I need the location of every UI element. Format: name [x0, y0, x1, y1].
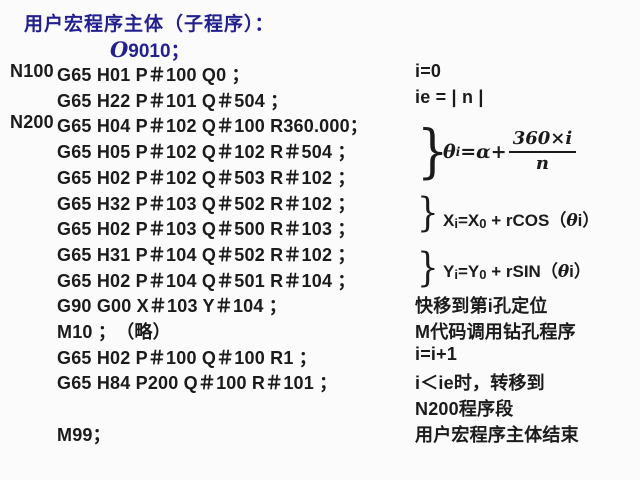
- code-row: G65 H02 P＃103 Q＃500 R＃103 ；: [0, 215, 640, 241]
- x-mid: =X: [457, 211, 480, 230]
- code-row: G65 H02 P＃102 Q＃503 R＃102 ；: [0, 164, 640, 190]
- code-text: G65 H04 P＃102 Q＃100 R360.000；: [57, 116, 368, 136]
- group-brace-y: }: [417, 245, 439, 291]
- code-text: G65 H02 P＃100 Q＃100 R1 ；: [57, 348, 317, 368]
- code-row: G90 G00 X＃103 Y＃104 ； 快移到第i孔定位: [0, 292, 640, 318]
- code-row: M99； 用户宏程序主体结束: [0, 421, 640, 447]
- code-row: G65 H31 P＃104 Q＃502 R＃102 ；: [0, 241, 640, 267]
- annotation-text: i=i+1: [415, 344, 458, 364]
- page-title: 用户宏程序主体（子程序）：: [24, 14, 275, 35]
- annotation-text: M代码调用钻孔程序: [415, 322, 576, 342]
- x-coordinate-formula: Xi=X0 + rCOS（θi）: [443, 206, 599, 231]
- code-text: G65 H02 P＃103 Q＃500 R＃103 ；: [57, 219, 356, 239]
- y-rsin: + rSIN（: [486, 262, 558, 281]
- y-sub-0: 0: [479, 267, 487, 282]
- y-theta: θ: [557, 262, 570, 282]
- x-theta: θ: [566, 211, 578, 231]
- code-row: N200程序段: [0, 395, 640, 421]
- code-text: G65 H22 P＃101 Q＃504 ；: [57, 91, 289, 111]
- code-row: G65 H05 P＃102 Q＃102 R＃504 ；: [0, 138, 640, 164]
- code-text: M99；: [57, 425, 111, 445]
- code-row: G65 H32 P＃103 Q＃502 R＃102 ；: [0, 190, 640, 216]
- annotation-text: N200程序段: [415, 399, 514, 419]
- y-coordinate-formula: Yi=Y0 + rSIN（θi）: [443, 257, 591, 282]
- program-number-line: O9010；: [110, 36, 190, 63]
- code-text: M10 ； （略）: [57, 322, 171, 342]
- program-number: 9010；: [128, 41, 190, 62]
- y-sub-i: i: [454, 267, 458, 282]
- x-base: X: [443, 211, 455, 230]
- code-row: M10 ； （略） M代码调用钻孔程序: [0, 318, 640, 344]
- annotation-text: i＜ie时，转移到: [415, 373, 545, 393]
- y-base: Y: [443, 262, 455, 281]
- code-text: G65 H01 P＃100 Q0 ；: [57, 65, 250, 85]
- theta-symbol: θ: [443, 140, 456, 163]
- theta-equals-alpha: =α+: [460, 140, 507, 163]
- annotation-text: i=0: [415, 61, 442, 81]
- x-sub-0: 0: [479, 216, 487, 231]
- code-text: G65 H02 P＃102 Q＃503 R＃102 ；: [57, 168, 356, 188]
- block-number-label: N100: [10, 61, 54, 81]
- y-mid: =Y: [457, 262, 480, 281]
- code-row: G65 H02 P＃100 Q＃100 R1 ； i=i+1: [0, 344, 640, 370]
- code-row: G65 H22 P＃101 Q＃504 ； ie = | n |: [0, 87, 640, 113]
- program-letter-o: O: [110, 37, 129, 62]
- block-number-label: N200: [10, 112, 54, 132]
- theta-formula: θ i =α+ 360×i n: [443, 128, 577, 174]
- code-text: G65 H84 P200 Q＃100 R＃101 ；: [57, 373, 338, 393]
- fraction: 360×i n: [508, 128, 577, 174]
- code-text: G65 H02 P＃104 Q＃501 R＃104 ；: [57, 271, 356, 291]
- code-text: G90 G00 X＃103 Y＃104 ；: [57, 296, 287, 316]
- code-text: G65 H31 P＃104 Q＃502 R＃102 ；: [57, 245, 356, 265]
- code-row: G65 H02 P＃104 Q＃501 R＃104 ；: [0, 267, 640, 293]
- group-brace-theta: }: [417, 117, 449, 185]
- annotation-text: 用户宏程序主体结束: [415, 425, 579, 445]
- code-row: N200 G65 H04 P＃102 Q＃100 R360.000；: [0, 112, 640, 138]
- x-sub-i: i: [454, 216, 458, 231]
- fraction-denominator: n: [535, 152, 550, 174]
- theta-subscript: i: [455, 144, 461, 159]
- annotation-text: 快移到第i孔定位: [415, 296, 548, 316]
- code-text: G65 H05 P＃102 Q＃102 R＃504 ；: [57, 142, 356, 162]
- code-text: G65 H32 P＃103 Q＃502 R＃102 ；: [57, 194, 356, 214]
- code-row: G65 H84 P200 Q＃100 R＃101 ； i＜ie时，转移到: [0, 369, 640, 395]
- y-tail: i）: [569, 262, 591, 281]
- fraction-numerator: 360×i: [508, 128, 577, 153]
- annotation-text: ie = | n |: [415, 87, 484, 107]
- x-rcos: + rCOS（: [486, 211, 567, 230]
- code-row: N100 G65 H01 P＃100 Q0 ； i=0: [0, 61, 640, 87]
- group-brace-x: }: [417, 190, 439, 236]
- x-tail: i）: [577, 211, 600, 230]
